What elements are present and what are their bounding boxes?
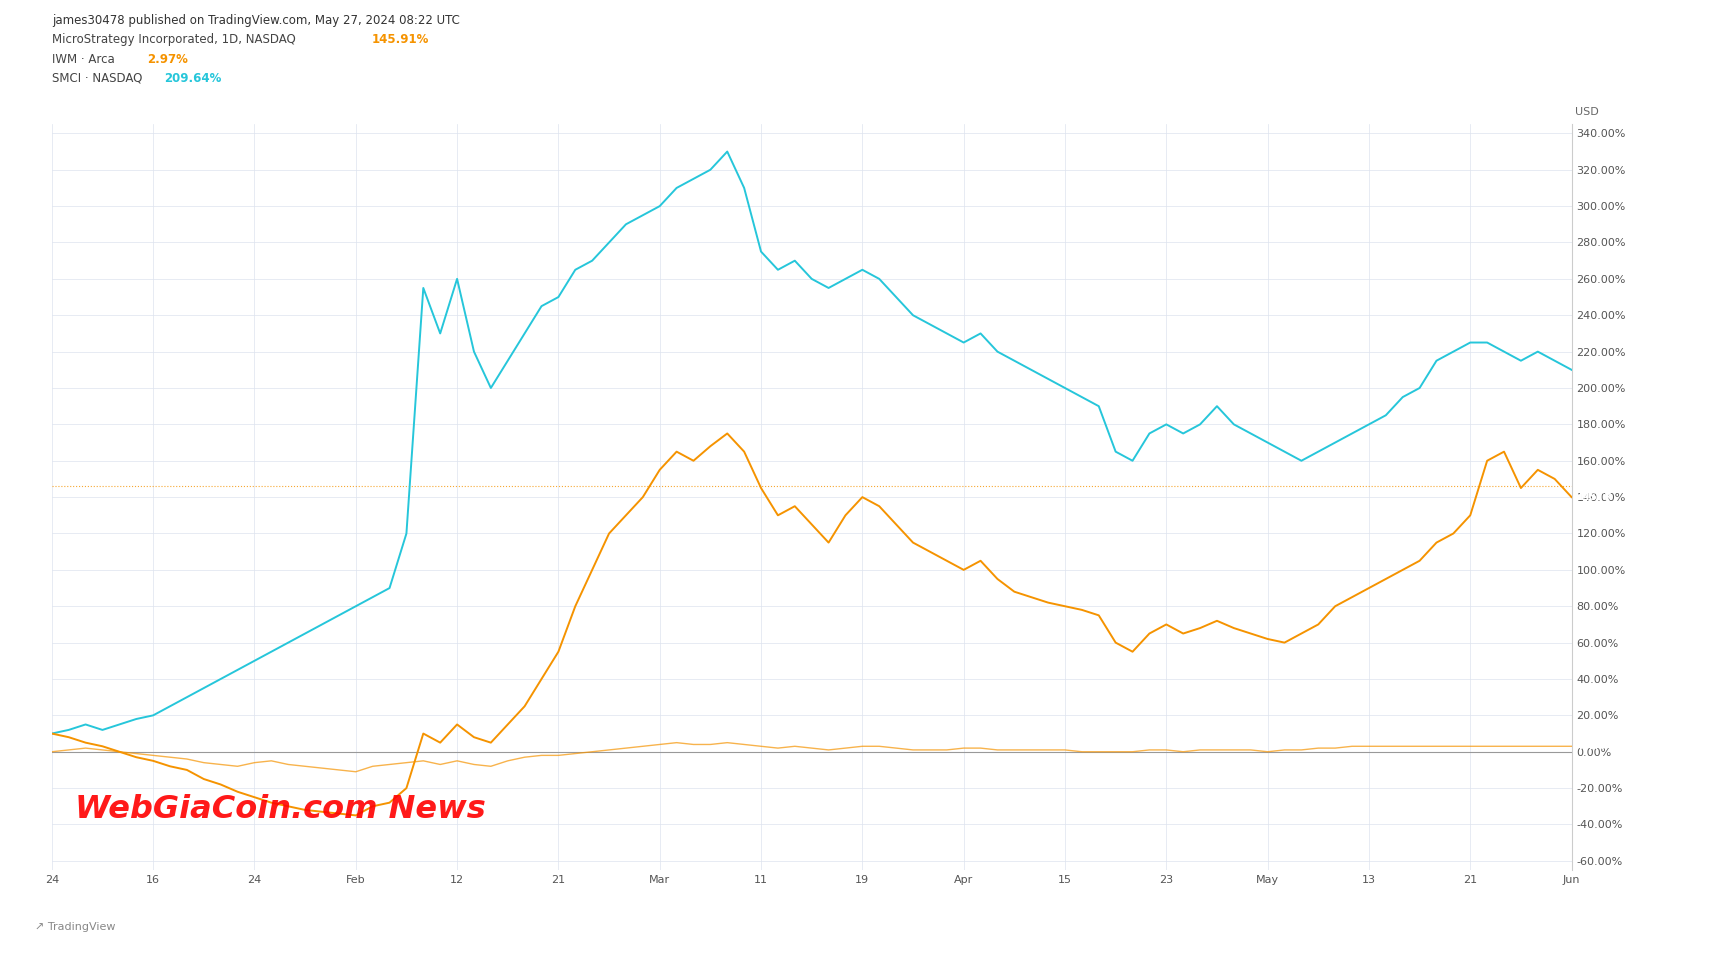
- Text: SMCI · NASDAQ: SMCI · NASDAQ: [52, 72, 142, 85]
- Text: ↗ TradingView: ↗ TradingView: [35, 923, 116, 932]
- Text: MSTR   +145.91%: MSTR +145.91%: [1580, 492, 1682, 502]
- Text: james30478 published on TradingView.com, May 27, 2024 08:22 UTC: james30478 published on TradingView.com,…: [52, 14, 459, 28]
- Text: IWM   +2.97%: IWM +2.97%: [1580, 741, 1661, 751]
- Text: 2.97%: 2.97%: [147, 53, 188, 66]
- Text: WebGiaCoin.com News: WebGiaCoin.com News: [74, 794, 485, 825]
- Text: 145.91%: 145.91%: [371, 33, 428, 47]
- Text: MicroStrategy Incorporated, 1D, NASDAQ: MicroStrategy Incorporated, 1D, NASDAQ: [52, 33, 302, 47]
- Text: SMCI   +209.64%: SMCI +209.64%: [1580, 365, 1679, 375]
- Text: USD: USD: [1575, 107, 1599, 117]
- Text: 209.64%: 209.64%: [164, 72, 221, 85]
- Text: IWM · Arca: IWM · Arca: [52, 53, 114, 66]
